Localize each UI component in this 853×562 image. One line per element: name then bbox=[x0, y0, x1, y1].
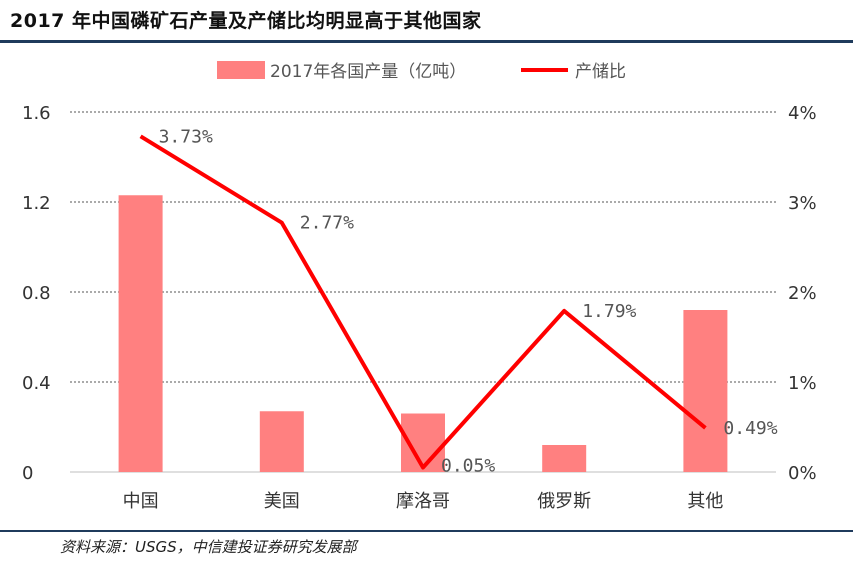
y-right-tick-label: 2% bbox=[788, 283, 817, 304]
data-labels: 3.73% 2.77% 0.05% 1.79% 0.49% bbox=[159, 126, 778, 476]
y-left-tick-label: 0.8 bbox=[22, 283, 51, 304]
page-title: 2017 年中国磷矿石产量及产储比均明显高于其他国家 bbox=[10, 10, 482, 32]
y-left-tick-label: 0.4 bbox=[22, 373, 51, 394]
x-tick-label: 中国 bbox=[123, 491, 159, 512]
y-left-tick-label: 0 bbox=[22, 463, 33, 484]
data-label: 2.77% bbox=[300, 213, 354, 234]
y-axis-right: 0% 1% 2% 3% 4% bbox=[788, 103, 817, 484]
x-tick-label: 摩洛哥 bbox=[396, 491, 450, 512]
footer-rule bbox=[0, 530, 853, 532]
legend-swatch-bar bbox=[217, 61, 265, 79]
line-series-path bbox=[139, 134, 707, 470]
bar bbox=[259, 411, 304, 472]
x-tick-label: 俄罗斯 bbox=[537, 491, 591, 512]
bar bbox=[542, 445, 587, 472]
y-right-tick-label: 0% bbox=[788, 463, 817, 484]
data-label: 0.49% bbox=[723, 418, 777, 439]
line-series bbox=[139, 134, 707, 470]
x-tick-label: 其他 bbox=[687, 491, 723, 512]
y-right-tick-label: 1% bbox=[788, 373, 817, 394]
data-label: 0.05% bbox=[441, 456, 495, 477]
chart: 0 0.4 0.8 1.2 1.6 0% 1% 2% 3% 4% 中国 美国 摩洛哥 俄罗斯 其他 3.… bbox=[22, 61, 817, 512]
x-axis: 中国 美国 摩洛哥 俄罗斯 其他 bbox=[123, 491, 724, 512]
y-left-tick-label: 1.2 bbox=[22, 193, 51, 214]
x-tick-label: 美国 bbox=[264, 491, 300, 512]
y-axis-left: 0 0.4 0.8 1.2 1.6 bbox=[22, 103, 51, 484]
title-rule bbox=[0, 40, 853, 43]
y-right-tick-label: 3% bbox=[788, 193, 817, 214]
y-right-tick-label: 4% bbox=[788, 103, 817, 124]
data-label: 1.79% bbox=[582, 301, 636, 322]
bar bbox=[118, 195, 163, 472]
legend-label-bar: 2017年各国产量（亿吨） bbox=[270, 62, 466, 82]
bar-series bbox=[118, 195, 728, 472]
legend: 2017年各国产量（亿吨） 产储比 bbox=[217, 61, 626, 82]
data-label: 3.73% bbox=[159, 126, 213, 147]
source-note: 资料来源：USGS，中信建投证券研究发展部 bbox=[60, 538, 357, 556]
y-left-tick-label: 1.6 bbox=[22, 103, 51, 124]
legend-label-line: 产储比 bbox=[575, 62, 626, 82]
bar bbox=[683, 310, 728, 472]
